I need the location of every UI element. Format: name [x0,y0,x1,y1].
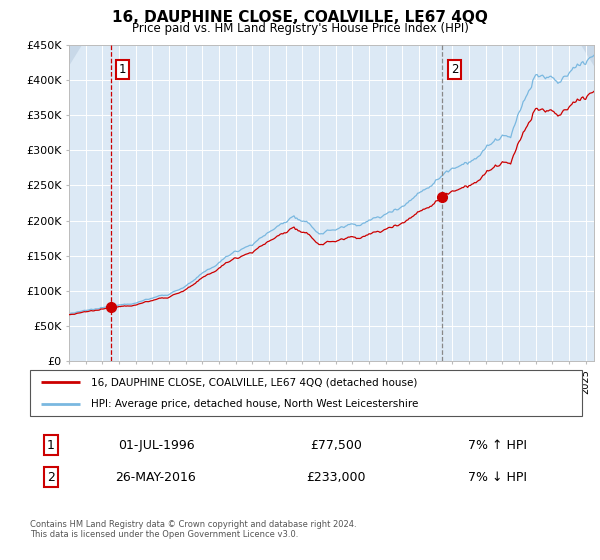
Text: 01-JUL-1996: 01-JUL-1996 [118,438,194,452]
Text: Price paid vs. HM Land Registry's House Price Index (HPI): Price paid vs. HM Land Registry's House … [131,22,469,35]
Text: 26-MAY-2016: 26-MAY-2016 [116,470,196,484]
Text: 7% ↑ HPI: 7% ↑ HPI [468,438,527,452]
Text: 1: 1 [119,63,127,76]
Text: £77,500: £77,500 [310,438,362,452]
Text: 2: 2 [451,63,458,76]
Text: 16, DAUPHINE CLOSE, COALVILLE, LE67 4QQ: 16, DAUPHINE CLOSE, COALVILLE, LE67 4QQ [112,10,488,25]
Text: Contains HM Land Registry data © Crown copyright and database right 2024.
This d: Contains HM Land Registry data © Crown c… [30,520,356,539]
Text: 1: 1 [47,438,55,452]
Polygon shape [69,45,82,66]
FancyBboxPatch shape [30,370,582,416]
Text: 7% ↓ HPI: 7% ↓ HPI [468,470,527,484]
Text: HPI: Average price, detached house, North West Leicestershire: HPI: Average price, detached house, Nort… [91,399,418,409]
Text: £233,000: £233,000 [306,470,366,484]
Text: 16, DAUPHINE CLOSE, COALVILLE, LE67 4QQ (detached house): 16, DAUPHINE CLOSE, COALVILLE, LE67 4QQ … [91,377,417,388]
Text: 2: 2 [47,470,55,484]
Polygon shape [581,45,594,66]
